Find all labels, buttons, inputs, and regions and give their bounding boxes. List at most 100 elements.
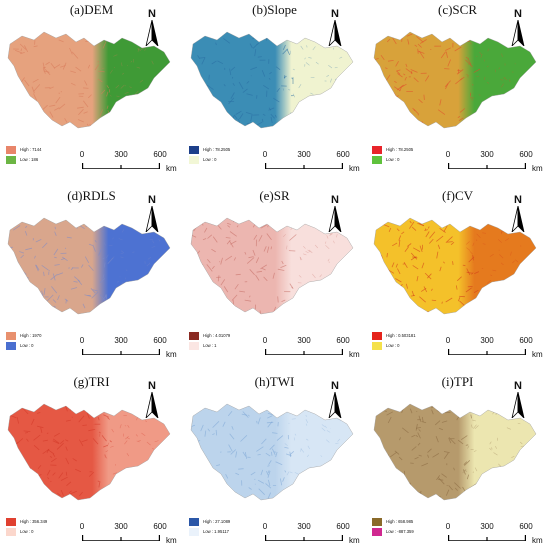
legend-low-swatch [6, 528, 16, 536]
north-arrow-icon [145, 392, 159, 418]
scale-tick: 600 [336, 522, 350, 531]
legend-low-label: Low : 0 [386, 343, 400, 348]
panel-title: (e)SR [259, 188, 290, 203]
legend-high-label: High : 658.985 [386, 519, 414, 524]
north-label: N [331, 8, 339, 20]
north-arrow-icon [328, 392, 342, 418]
scale-bar-graphic [265, 535, 343, 541]
north-arrow-icon [145, 20, 159, 46]
north-arrow-icon [328, 206, 342, 232]
scale-tick: 600 [153, 150, 167, 159]
scale-tick: 600 [153, 336, 167, 345]
scale-tick: 300 [297, 336, 311, 345]
legend-low-swatch [6, 342, 16, 350]
legend-high-label: High : 7144 [20, 147, 42, 152]
legend-high-swatch [6, 518, 16, 526]
panel-title: (a)DEM [69, 2, 114, 17]
legend: High : 356.349 Low : 0 [6, 518, 76, 554]
scale-tick: 0 [445, 150, 451, 159]
scale-tick: 0 [262, 336, 268, 345]
north-label: N [148, 8, 156, 20]
scale-tick: 300 [114, 150, 128, 159]
north-label: N [331, 380, 339, 392]
legend-high-label: High : 356.349 [20, 519, 48, 524]
scale-bar-graphic [82, 163, 160, 169]
province-map [190, 31, 354, 129]
panel-title: (f)CV [441, 188, 474, 203]
north-arrow-icon [511, 206, 525, 232]
legend-high-label: High : 4.01079 [203, 333, 231, 338]
scale-tick: 600 [519, 336, 533, 345]
scale-bar: 0 300 600 km [261, 522, 365, 554]
legend-high-swatch [189, 146, 199, 154]
scale-tick: 300 [114, 336, 128, 345]
scale-tick: 0 [445, 336, 451, 345]
map-panel: (i)TPI N High : 65 [366, 372, 549, 558]
scale-bar: 0 300 600 km [444, 150, 548, 182]
scale-unit: km [349, 536, 360, 545]
north-arrow: N [142, 8, 162, 46]
map-panel: (f)CV N High : 0.5 [366, 186, 549, 372]
province-map [373, 403, 537, 501]
legend-high-swatch [6, 332, 16, 340]
province-map [373, 31, 537, 129]
scale-bar-graphic [448, 535, 526, 541]
legend-low-swatch [372, 342, 382, 350]
scale-bar: 0 300 600 km [78, 150, 182, 182]
north-arrow-icon [145, 206, 159, 232]
province-map [190, 403, 354, 501]
scale-unit: km [166, 164, 177, 173]
legend: High : 78.2505 Low : 0 [189, 146, 259, 182]
legend-low-swatch [372, 528, 382, 536]
scale-tick: 0 [79, 150, 85, 159]
scale-unit: km [532, 164, 543, 173]
map-panel: (e)SR N High : 4.0 [183, 186, 366, 372]
province-map [7, 31, 171, 129]
north-arrow-icon [511, 20, 525, 46]
scale-tick: 300 [114, 522, 128, 531]
north-arrow-icon [511, 392, 525, 418]
legend: High : 4.01079 Low : 1 [189, 332, 259, 368]
legend: High : 658.985 Low : -887.359 [372, 518, 442, 554]
panel-title: (g)TRI [73, 374, 110, 389]
scale-bar-graphic [448, 349, 526, 355]
panel-title: (d)RDLS [67, 188, 116, 203]
north-arrow: N [142, 380, 162, 418]
scale-unit: km [166, 536, 177, 545]
scale-bar-graphic [265, 163, 343, 169]
legend-high-swatch [372, 518, 382, 526]
legend-high-swatch [372, 332, 382, 340]
legend-low-label: Low : 0 [386, 157, 400, 162]
scale-unit: km [532, 536, 543, 545]
north-label: N [514, 380, 522, 392]
north-label: N [514, 194, 522, 206]
legend-high-swatch [189, 332, 199, 340]
scale-tick: 600 [519, 150, 533, 159]
panel-title: (i)TPI [441, 374, 474, 389]
map-panel: (d)RDLS N High : 1 [0, 186, 183, 372]
scale-tick: 0 [79, 522, 85, 531]
scale-tick: 0 [262, 150, 268, 159]
province-map [373, 217, 537, 315]
legend-low-label: Low : 0 [20, 343, 34, 348]
scale-tick: 0 [445, 522, 451, 531]
legend-low-swatch [189, 342, 199, 350]
north-label: N [331, 194, 339, 206]
map-panel: (h)TWI N High : 27 [183, 372, 366, 558]
north-label: N [514, 8, 522, 20]
legend-high-label: High : 0.503181 [386, 333, 416, 338]
scale-tick: 300 [297, 150, 311, 159]
north-arrow: N [325, 380, 345, 418]
legend-low-label: Low : 186 [20, 157, 39, 162]
legend-low-label: Low : 0 [203, 157, 217, 162]
legend: High : 7144 Low : 186 [6, 146, 76, 182]
scale-bar: 0 300 600 km [261, 150, 365, 182]
scale-tick: 300 [480, 150, 494, 159]
scale-bar: 0 300 600 km [78, 336, 182, 368]
north-arrow: N [142, 194, 162, 232]
legend-high-label: High : 27.1089 [203, 519, 231, 524]
map-panel: (b)Slope N High : [183, 0, 366, 186]
scale-tick: 300 [480, 522, 494, 531]
legend-high-swatch [372, 146, 382, 154]
scale-bar: 0 300 600 km [444, 522, 548, 554]
